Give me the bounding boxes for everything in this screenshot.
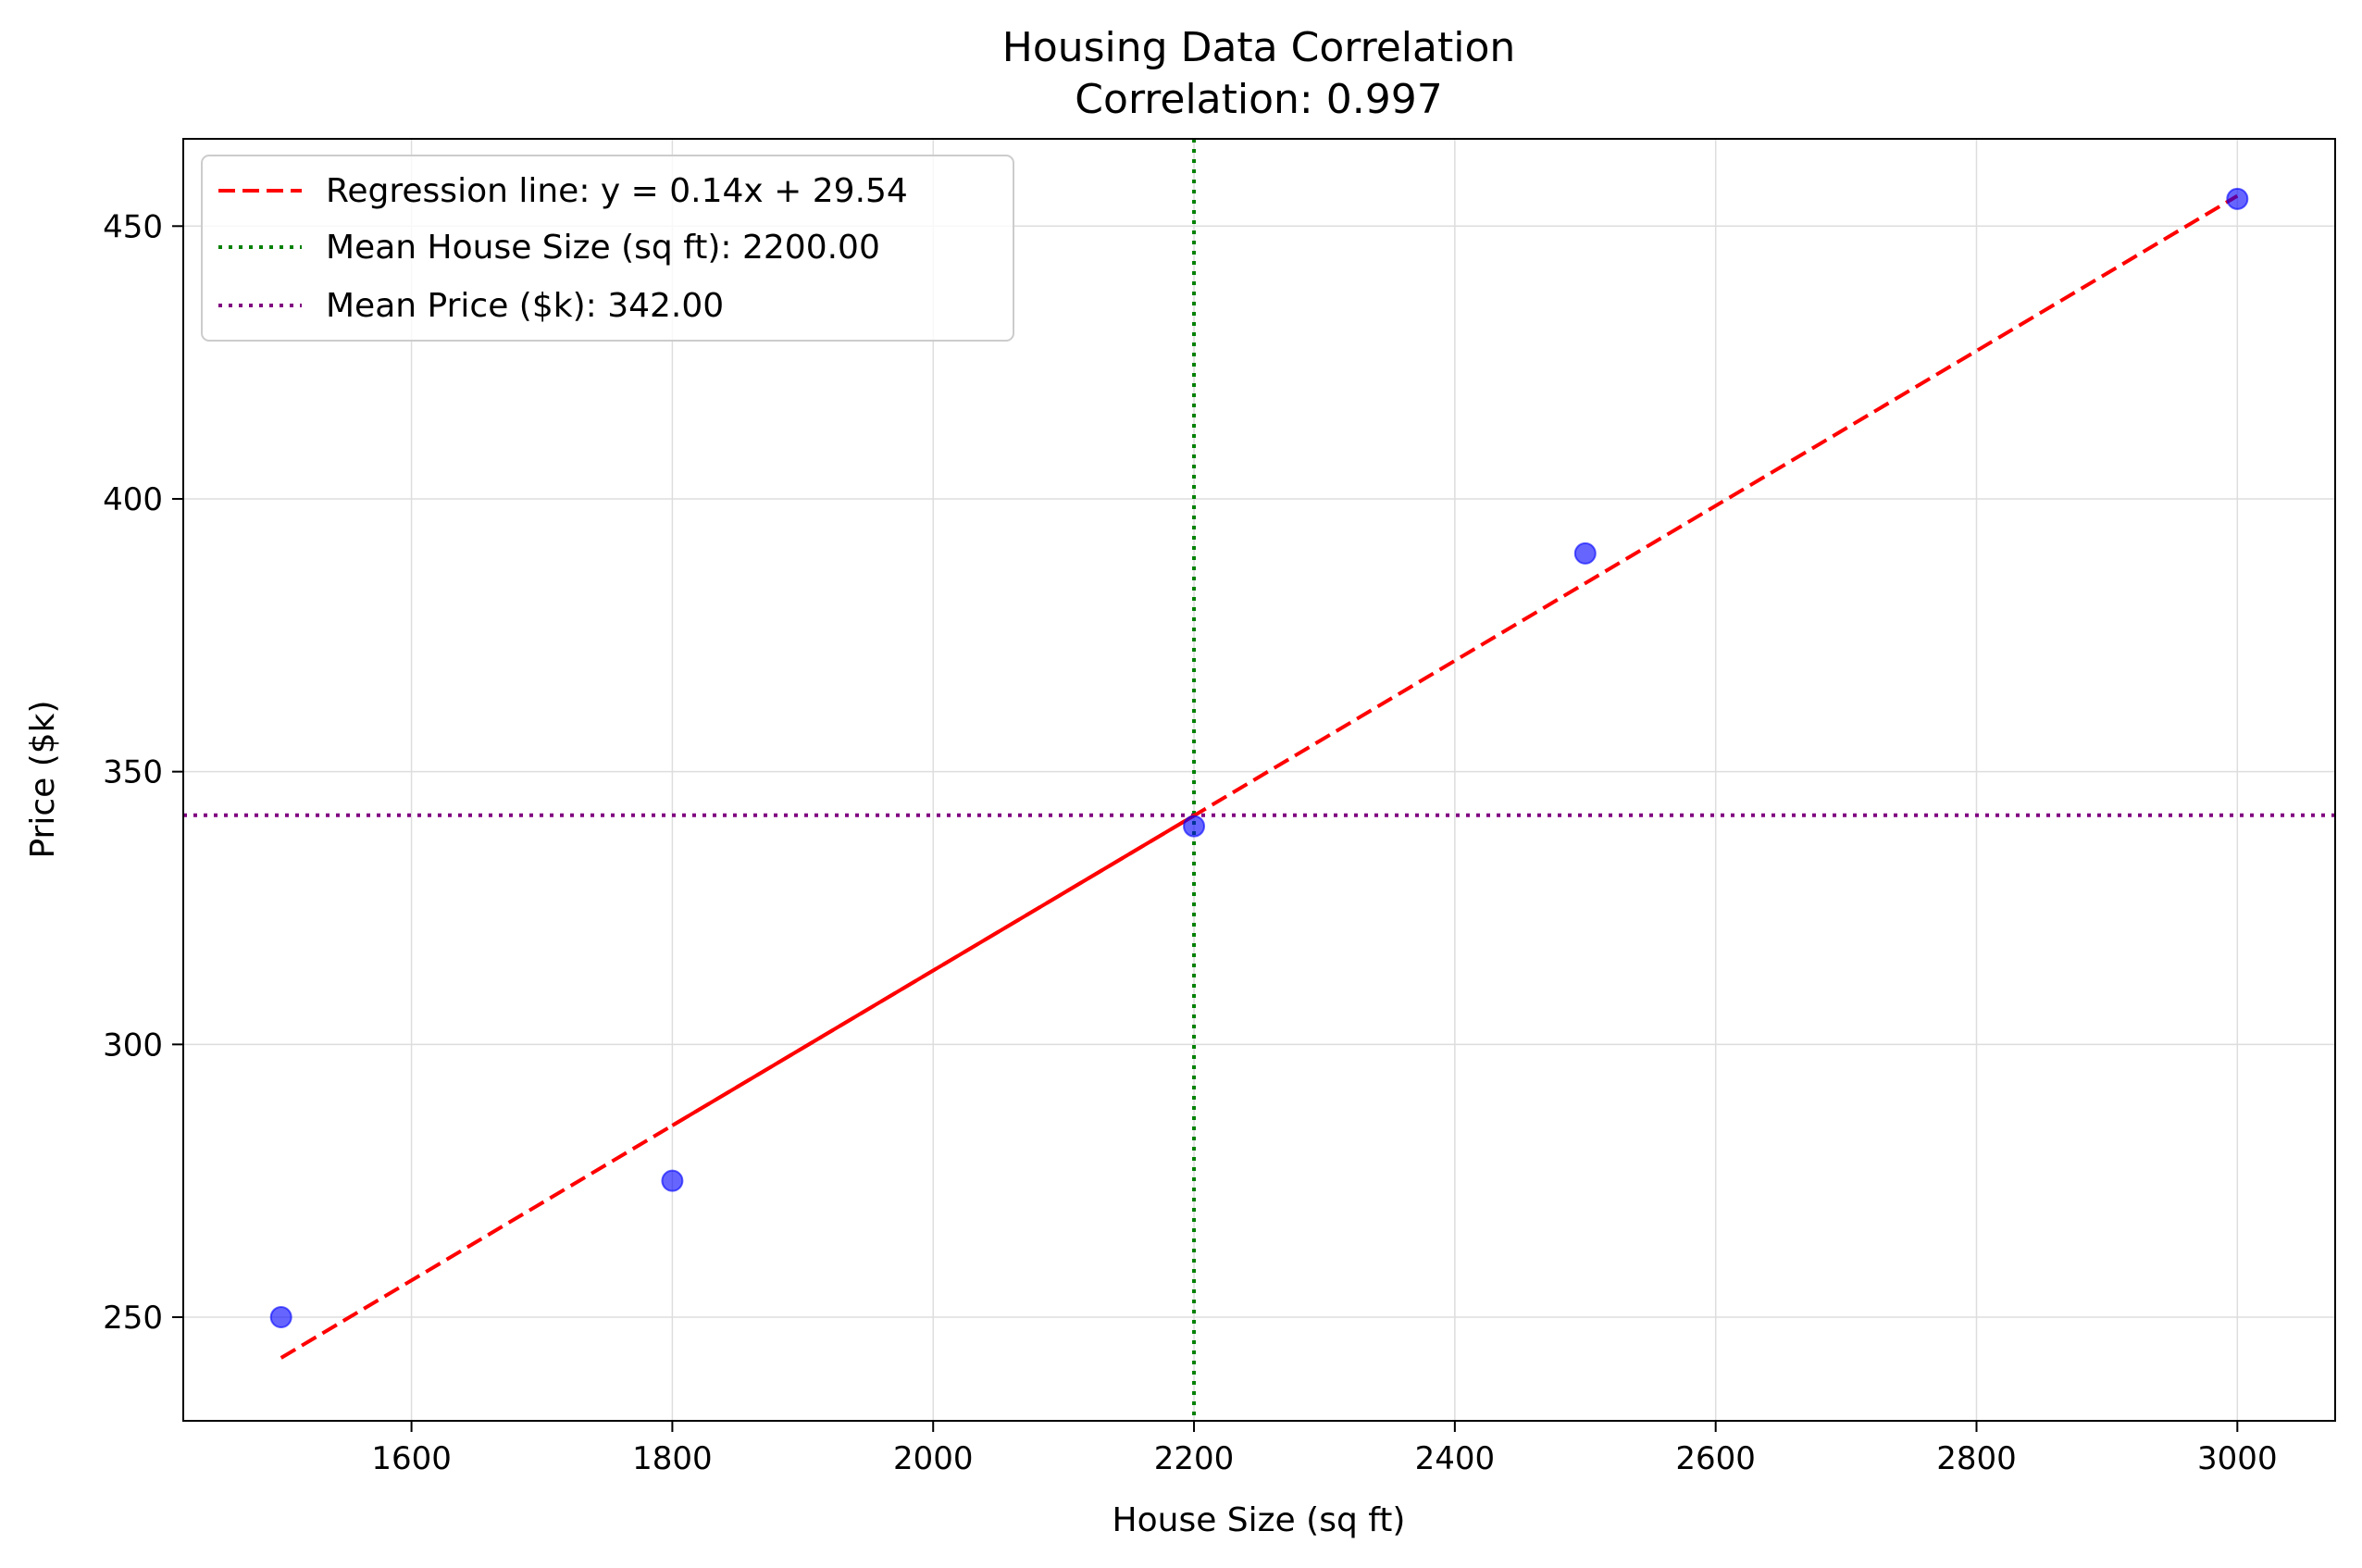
y-tick-label: 250 <box>103 1300 163 1337</box>
regression-line <box>280 193 2239 1360</box>
scatter-point <box>1183 815 1206 838</box>
legend-mean-y-label: Mean Price ($k): 342.00 <box>326 287 724 325</box>
scatter-point <box>1573 541 1597 565</box>
x-tick-label: 2600 <box>1675 1440 1756 1477</box>
y-tick-label: 350 <box>103 754 163 791</box>
x-tick-label: 3000 <box>2197 1440 2278 1477</box>
legend: Regression line: y = 0.14x + 29.54 Mean … <box>201 155 1014 342</box>
x-tick-label: 2400 <box>1415 1440 1496 1477</box>
regression-line-solid-segment <box>671 814 1196 1127</box>
legend-regression-label: Regression line: y = 0.14x + 29.54 <box>326 172 908 210</box>
x-tick-label: 1800 <box>632 1440 713 1477</box>
scatter-point <box>269 1306 292 1329</box>
chart-title: Housing Data Correlation <box>1002 24 1516 71</box>
legend-mean-x-label: Mean House Size (sq ft): 2200.00 <box>326 229 880 267</box>
x-tick-label: 2000 <box>893 1440 974 1477</box>
legend-box <box>201 155 1014 342</box>
axis-ticks: 1600 1800 2000 2200 2400 2600 2800 3000 250 300 35… <box>103 208 2277 1477</box>
x-tick-label: 2200 <box>1154 1440 1235 1477</box>
chart-subtitle: Correlation: 0.997 <box>1075 76 1442 123</box>
plot-frame <box>182 138 2336 1422</box>
x-axis-label: House Size (sq ft) <box>1113 1501 1406 1539</box>
plot-area <box>183 139 2335 1421</box>
x-tick-label: 2800 <box>1936 1440 2017 1477</box>
x-tick-label: 1600 <box>371 1440 452 1477</box>
y-tick-label: 400 <box>103 481 163 518</box>
scatter-point <box>661 1169 684 1192</box>
y-tick-label: 450 <box>103 208 163 245</box>
y-axis-label: Price ($k) <box>24 700 62 858</box>
scatter-point <box>2226 187 2249 210</box>
y-tick-label: 300 <box>103 1027 163 1064</box>
grid <box>183 139 2335 1421</box>
